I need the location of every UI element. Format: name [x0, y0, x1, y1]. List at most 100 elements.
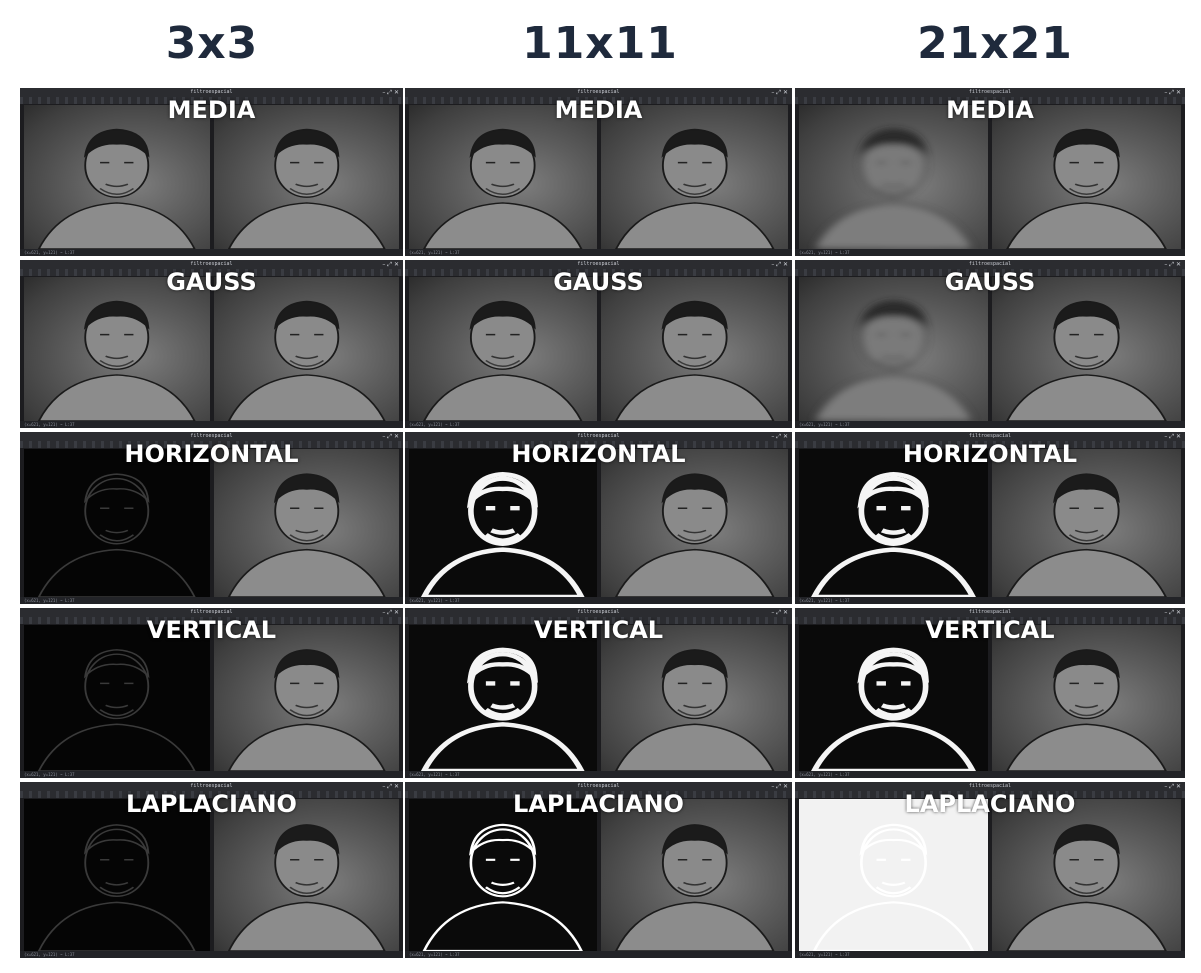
window-controls[interactable]: – ⤢ ✕	[771, 783, 788, 790]
screenshot-panel: filtroespacial – ⤢ ✕	[795, 260, 1185, 428]
window-controls[interactable]: – ⤢ ✕	[771, 261, 788, 268]
image-toolbar[interactable]	[795, 97, 1185, 104]
window-title: filtroespacial	[190, 89, 233, 95]
image-toolbar[interactable]	[20, 617, 403, 624]
original-image-window	[600, 799, 788, 951]
screenshot-panel: filtroespacial – ⤢ ✕	[795, 432, 1185, 604]
filtered-image-window	[409, 277, 597, 421]
original-frame	[600, 449, 788, 597]
filtered-frame	[409, 799, 597, 951]
window-title: filtroespacial	[968, 261, 1012, 267]
original-image-window	[213, 105, 399, 249]
original-frame	[213, 799, 399, 951]
screenshot-panel: filtroespacial – ⤢ ✕	[405, 608, 792, 778]
filter-label: HORIZONTAL	[902, 440, 1078, 468]
window-title: filtroespacial	[577, 433, 620, 439]
image-toolbar[interactable]	[795, 791, 1185, 798]
window-title: filtroespacial	[577, 609, 620, 615]
filter-label: GAUSS	[944, 268, 1036, 296]
window-title: filtroespacial	[968, 783, 1012, 789]
filtered-image-window	[799, 799, 988, 951]
filter-label: MEDIA	[554, 96, 643, 124]
status-bar: (x=621, y=121) ~ L:37	[20, 771, 403, 778]
window-controls[interactable]: – ⤢ ✕	[1164, 783, 1181, 790]
window-controls[interactable]: – ⤢ ✕	[1164, 89, 1181, 96]
status-coordinates: (x=621, y=121) ~ L:37	[799, 422, 850, 427]
status-bar: (x=621, y=121) ~ L:37	[795, 249, 1185, 256]
column-heading-21x21: 21x21	[917, 18, 1073, 69]
filtered-frame	[799, 625, 988, 771]
image-toolbar[interactable]	[20, 97, 403, 104]
status-coordinates: (x=621, y=121) ~ L:37	[24, 250, 75, 255]
window-title: filtroespacial	[968, 89, 1012, 95]
original-frame	[992, 105, 1181, 249]
filtered-frame	[409, 277, 597, 421]
image-toolbar[interactable]	[405, 97, 792, 104]
original-image-window	[992, 799, 1181, 951]
window-title: filtroespacial	[577, 783, 620, 789]
image-toolbar[interactable]	[795, 617, 1185, 624]
filtered-image-window	[24, 277, 210, 421]
status-bar: (x=621, y=121) ~ L:37	[405, 249, 792, 256]
filter-label: VERTICAL	[533, 616, 664, 644]
image-toolbar[interactable]	[405, 441, 792, 448]
image-toolbar[interactable]	[405, 617, 792, 624]
window-controls[interactable]: – ⤢ ✕	[382, 433, 399, 440]
filtered-frame	[24, 449, 210, 597]
image-toolbar[interactable]	[405, 269, 792, 276]
window-controls[interactable]: – ⤢ ✕	[771, 433, 788, 440]
window-controls[interactable]: – ⤢ ✕	[1164, 609, 1181, 616]
screenshot-panel: filtroespacial – ⤢ ✕	[20, 432, 403, 604]
window-controls[interactable]: – ⤢ ✕	[382, 783, 399, 790]
window-controls[interactable]: – ⤢ ✕	[771, 609, 788, 616]
image-toolbar[interactable]	[795, 441, 1185, 448]
status-bar: (x=621, y=121) ~ L:37	[795, 421, 1185, 428]
filtered-image-window	[799, 625, 988, 771]
filter-label: LAPLACIANO	[126, 790, 297, 818]
filtered-image-window	[24, 625, 210, 771]
original-image-window	[213, 799, 399, 951]
filtered-frame	[24, 105, 210, 249]
filtered-frame	[409, 105, 597, 249]
image-toolbar[interactable]	[20, 269, 403, 276]
image-toolbar[interactable]	[20, 441, 403, 448]
filtered-frame	[799, 277, 988, 421]
screenshot-panel: filtroespacial – ⤢ ✕	[405, 88, 792, 256]
status-coordinates: (x=621, y=121) ~ L:37	[799, 250, 850, 255]
window-controls[interactable]: – ⤢ ✕	[1164, 261, 1181, 268]
filtered-image-window	[409, 105, 597, 249]
status-bar: (x=621, y=121) ~ L:37	[795, 771, 1185, 778]
status-coordinates: (x=621, y=121) ~ L:37	[409, 772, 460, 777]
status-coordinates: (x=621, y=121) ~ L:37	[409, 598, 460, 603]
window-controls[interactable]: – ⤢ ✕	[382, 609, 399, 616]
window-title: filtroespacial	[190, 783, 233, 789]
status-bar: (x=621, y=121) ~ L:37	[795, 951, 1185, 958]
status-coordinates: (x=621, y=121) ~ L:37	[24, 422, 75, 427]
window-controls[interactable]: – ⤢ ✕	[771, 89, 788, 96]
window-title: filtroespacial	[968, 609, 1012, 615]
original-frame	[600, 277, 788, 421]
window-controls[interactable]: – ⤢ ✕	[382, 261, 399, 268]
window-title: filtroespacial	[190, 261, 233, 267]
original-frame	[600, 105, 788, 249]
image-toolbar[interactable]	[20, 791, 403, 798]
filter-label: GAUSS	[553, 268, 644, 296]
filtered-frame	[799, 105, 988, 249]
window-controls[interactable]: – ⤢ ✕	[1164, 433, 1181, 440]
status-bar: (x=621, y=121) ~ L:37	[20, 249, 403, 256]
screenshot-panel: filtroespacial – ⤢ ✕	[405, 432, 792, 604]
filtered-frame	[799, 799, 988, 951]
original-image-window	[600, 105, 788, 249]
image-toolbar[interactable]	[795, 269, 1185, 276]
filter-label: HORIZONTAL	[124, 440, 299, 468]
window-controls[interactable]: – ⤢ ✕	[382, 89, 399, 96]
status-coordinates: (x=621, y=121) ~ L:37	[24, 952, 75, 957]
status-bar: (x=621, y=121) ~ L:37	[20, 597, 403, 604]
window-title: filtroespacial	[190, 609, 233, 615]
status-coordinates: (x=621, y=121) ~ L:37	[799, 598, 850, 603]
image-toolbar[interactable]	[405, 791, 792, 798]
status-bar: (x=621, y=121) ~ L:37	[20, 421, 403, 428]
original-frame	[992, 799, 1181, 951]
original-frame	[600, 799, 788, 951]
status-bar: (x=621, y=121) ~ L:37	[20, 951, 403, 958]
